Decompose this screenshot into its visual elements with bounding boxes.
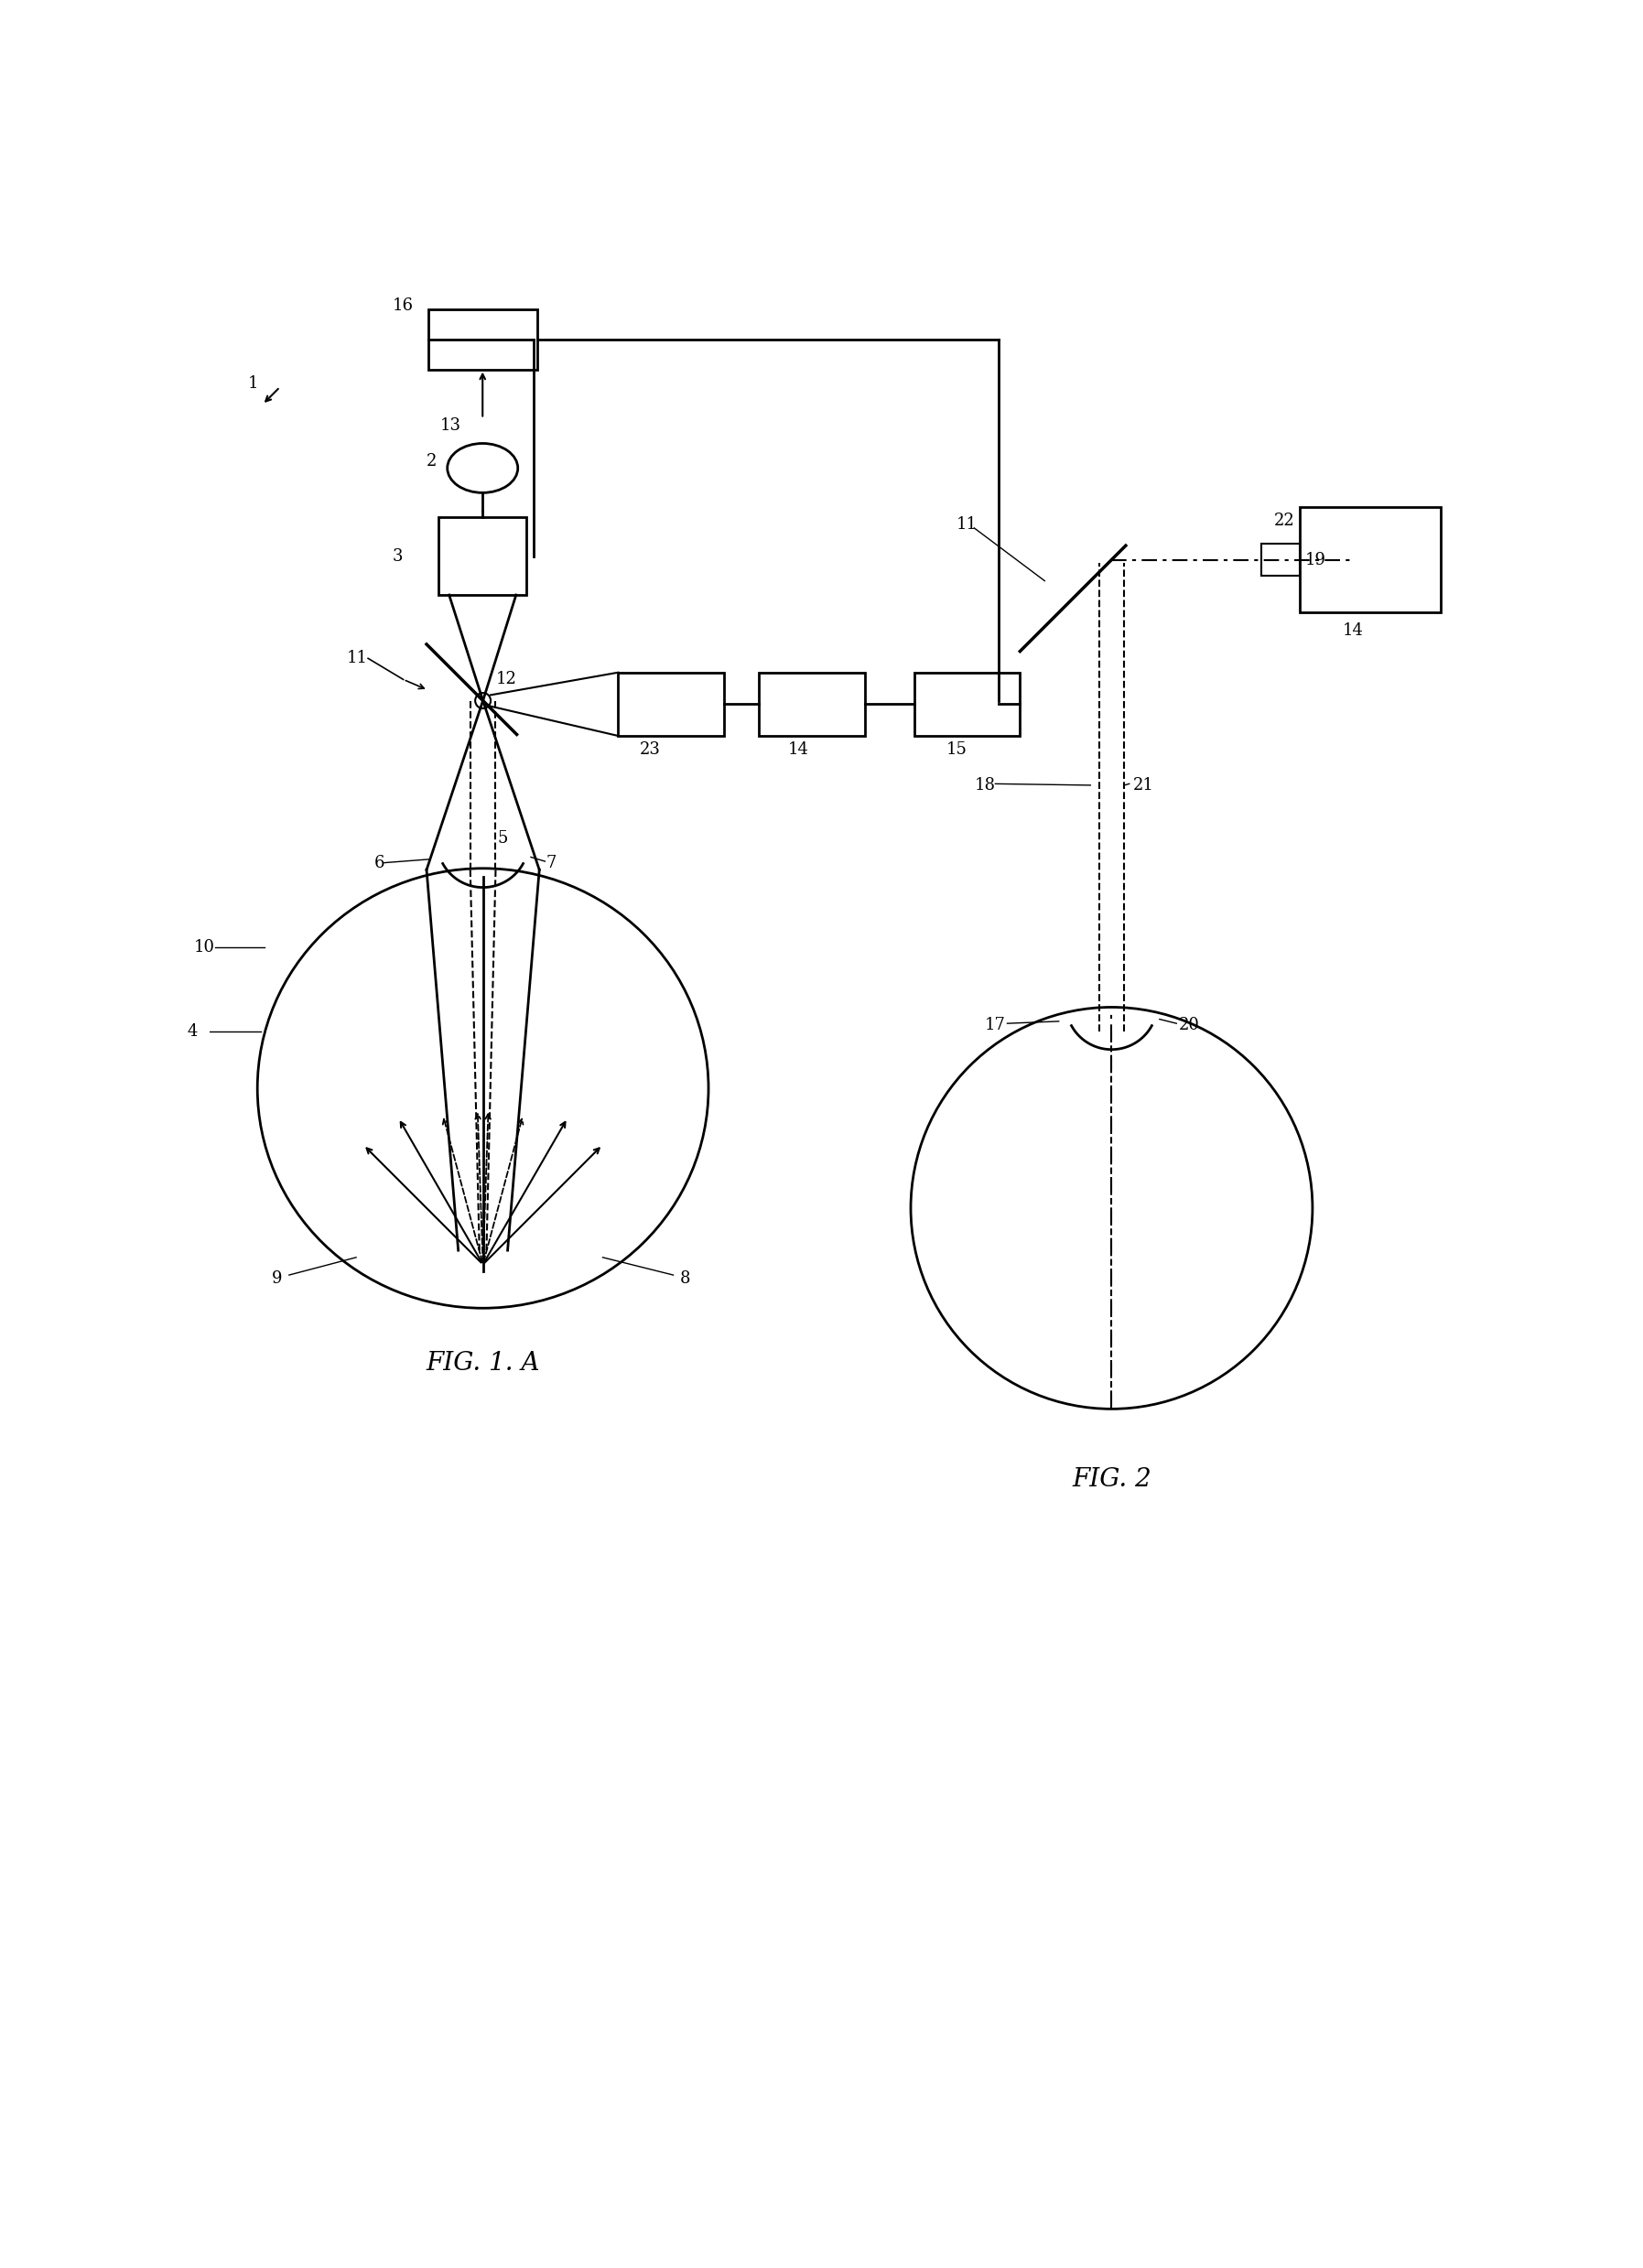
Text: 23: 23 — [639, 742, 660, 758]
Text: 16: 16 — [393, 297, 414, 315]
Text: 10: 10 — [194, 939, 215, 955]
Bar — [1262, 544, 1300, 576]
Text: 8: 8 — [680, 1270, 690, 1286]
Bar — [1300, 506, 1441, 612]
Text: 6: 6 — [373, 855, 384, 871]
Bar — [439, 517, 527, 594]
Text: 9: 9 — [271, 1270, 283, 1286]
Circle shape — [1275, 553, 1286, 567]
Text: 4: 4 — [187, 1023, 197, 1041]
Bar — [427, 308, 537, 370]
Text: 3: 3 — [393, 549, 403, 565]
Text: FIG. 2: FIG. 2 — [1071, 1467, 1152, 1492]
Bar — [759, 671, 864, 735]
Text: 5: 5 — [498, 830, 508, 846]
Text: 11: 11 — [347, 651, 368, 667]
Bar — [914, 671, 1020, 735]
Text: 13: 13 — [440, 417, 462, 433]
Text: 20: 20 — [1178, 1016, 1199, 1032]
Text: 14: 14 — [1342, 621, 1364, 637]
Text: 14: 14 — [787, 742, 808, 758]
Text: 19: 19 — [1306, 551, 1326, 567]
Bar — [618, 671, 725, 735]
Text: 22: 22 — [1273, 513, 1295, 528]
Text: 7: 7 — [547, 855, 557, 871]
Text: 11: 11 — [956, 517, 978, 533]
Text: 12: 12 — [496, 671, 516, 687]
Text: 1: 1 — [248, 374, 260, 392]
Text: 17: 17 — [984, 1016, 1006, 1032]
Text: FIG. 1. A: FIG. 1. A — [426, 1352, 541, 1374]
Text: 15: 15 — [946, 742, 968, 758]
Text: 18: 18 — [974, 778, 996, 794]
Text: 2: 2 — [426, 454, 437, 469]
Text: 21: 21 — [1132, 778, 1153, 794]
